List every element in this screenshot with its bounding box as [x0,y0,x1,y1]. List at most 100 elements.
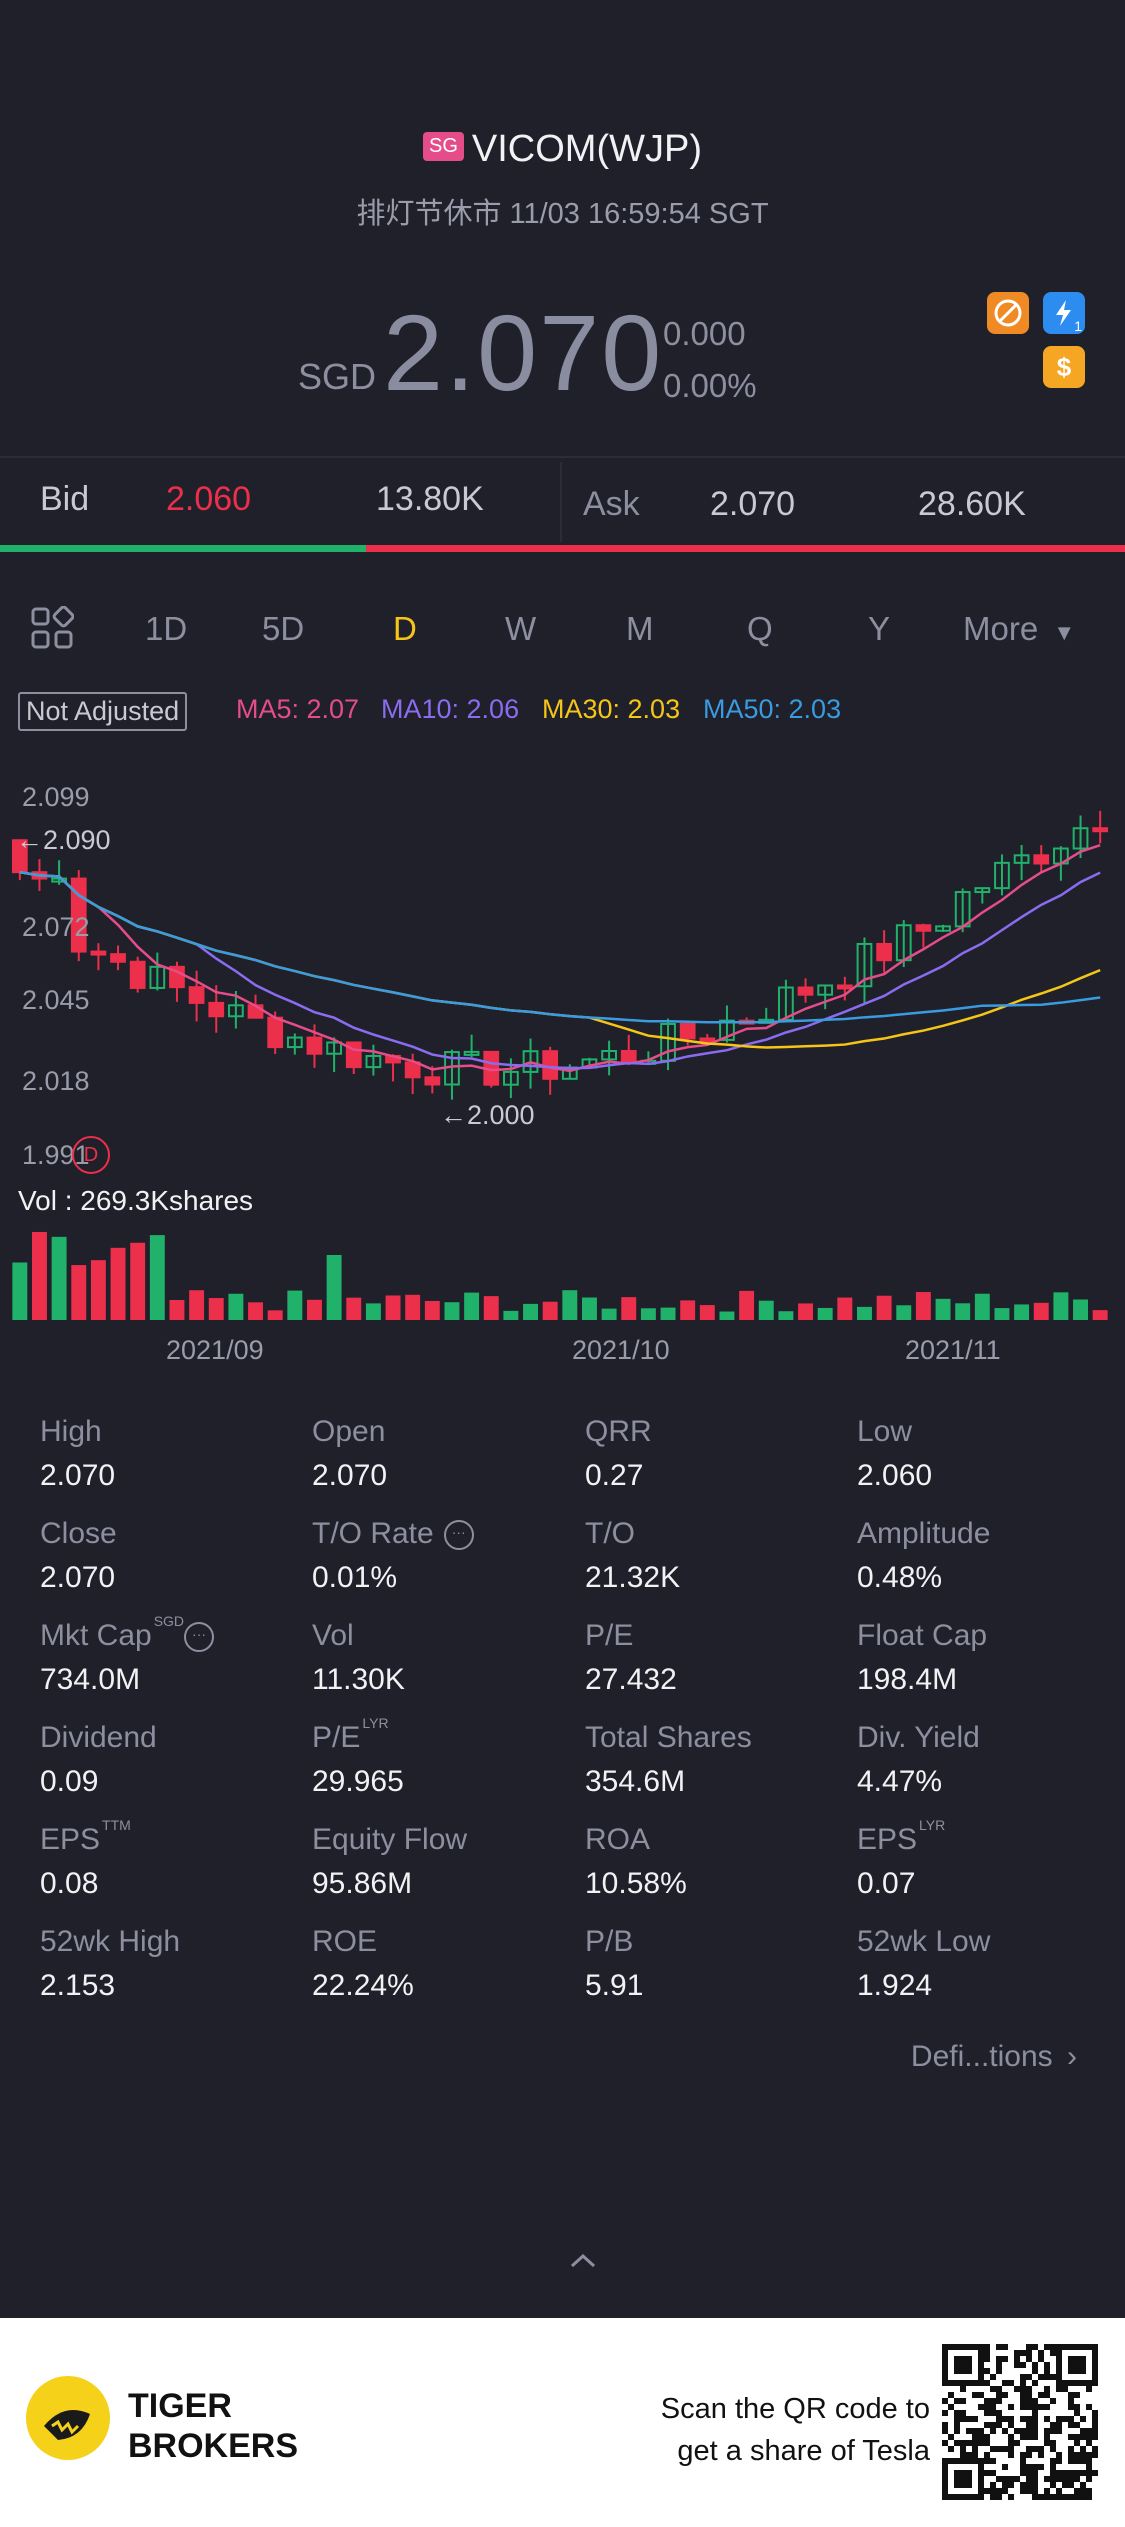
candle-body [286,1036,303,1049]
volume-bar [149,1235,165,1320]
stat-close: Close 2.070 [40,1517,300,1595]
tab-more[interactable]: More ▼ [963,610,1075,648]
stat-label-text: T/O Rate [312,1517,434,1550]
stat-value: 0.09 [40,1765,99,1798]
qr-module [1002,2482,1008,2488]
tab-m[interactable]: M [626,610,654,647]
grid-layout-icon[interactable] [30,605,75,655]
qr-module [990,2488,996,2494]
stock-name: VICOM(WJP) [471,128,702,170]
stat-label: Open [312,1415,386,1448]
volume-bar [71,1265,87,1320]
qr-module [1008,2476,1014,2482]
tab-5d[interactable]: 5D [262,610,305,647]
candlestick-chart[interactable] [0,770,1125,1150]
qr-code-icon[interactable] [942,2344,1098,2500]
candle-body [699,1037,716,1043]
qr-module [1068,2494,1074,2500]
qr-module [978,2404,984,2410]
volume-bar [424,1300,440,1320]
more-info-icon[interactable]: ··· [443,1520,474,1551]
qr-module [1002,2416,1008,2422]
candle-body [306,1036,323,1055]
stat-roa: ROA 10.58% [585,1823,845,1901]
qr-module [966,2452,972,2458]
event-marker-icon[interactable]: D [72,1136,110,1174]
tab-d[interactable]: D [393,610,417,647]
qr-module [948,2446,954,2452]
qr-finder [954,2356,972,2374]
lightning-icon[interactable]: 1 [1043,292,1085,334]
qr-module [1026,2434,1032,2440]
qr-module [1068,2404,1074,2410]
qr-module [1074,2488,1080,2494]
currency-superscript: SGD [153,1613,185,1629]
stat-value: 734.0M [40,1663,141,1696]
candle-body [1072,827,1089,850]
candle-body [208,1001,225,1018]
qr-module [1092,2446,1098,2452]
qr-module [1068,2482,1074,2488]
tab-1d[interactable]: 1D [145,610,188,647]
more-info-icon[interactable]: ··· [184,1622,215,1653]
qr-module [1068,2458,1074,2464]
ma5-line [19,843,1101,1073]
qr-module [1038,2392,1044,2398]
volume-bar [699,1305,715,1320]
candle-body [817,984,834,996]
qr-module [1080,2428,1086,2434]
stat-value: 10.58% [585,1867,687,1900]
qr-module [972,2452,978,2458]
candle-body [856,942,873,988]
volume-bar [896,1305,912,1320]
candle-body [365,1054,382,1069]
stat-label: Amplitude [857,1517,991,1550]
volume-chart [12,1231,1108,1320]
stat-label: Div. Yield [857,1721,980,1754]
volume-label: Vol : 269.3Kshares [18,1185,254,1216]
qr-module [972,2440,978,2446]
not-adjusted-toggle[interactable]: Not Adjusted [18,692,188,731]
volume-bar [385,1295,401,1320]
volume-bar [503,1310,519,1320]
bid-price[interactable]: 2.060 [166,480,252,518]
qr-module [1002,2392,1008,2398]
volume-bar [621,1297,637,1320]
qr-module [942,2440,948,2446]
qr-module [1062,2494,1068,2500]
chevron-up-icon[interactable] [566,2248,600,2277]
qr-module [1002,2464,1008,2470]
qr-module [1026,2416,1032,2422]
volume-bar [739,1290,755,1320]
qr-module [1020,2482,1026,2488]
volume-bar [817,1307,833,1320]
qr-module [1074,2452,1080,2458]
stat-dividend: Dividend 0.09 [40,1721,300,1799]
qr-module [1080,2416,1086,2422]
qr-module [1050,2440,1056,2446]
stat-label: EPS LYR [857,1817,1117,1857]
stat-float-cap: Float Cap 198.4M [857,1619,1117,1697]
qr-module [942,2428,948,2434]
qr-module [948,2434,954,2440]
qr-module [984,2398,990,2404]
qr-module [1020,2434,1026,2440]
tab-q[interactable]: Q [747,610,773,647]
qr-module [1008,2452,1014,2458]
qr-module [960,2416,966,2422]
tab-w[interactable]: W [505,610,537,647]
change-value: 0.000 [663,315,746,352]
bid-size: 13.80K [376,480,484,518]
stat-amplitude: Amplitude 0.48% [857,1517,1117,1595]
qr-finder [1068,2356,1086,2374]
dollar-icon[interactable]: $ [1043,346,1085,388]
tab-y[interactable]: Y [868,610,891,647]
ask-price[interactable]: 2.070 [710,485,796,523]
definitions-link[interactable]: Defi...tions › [911,2040,1077,2074]
qr-module [972,2392,978,2398]
ask-size: 28.60K [918,485,1026,523]
no-short-icon[interactable] [987,292,1029,334]
qr-module [1002,2476,1008,2482]
qr-module [1068,2422,1074,2428]
qr-module [1074,2410,1080,2416]
